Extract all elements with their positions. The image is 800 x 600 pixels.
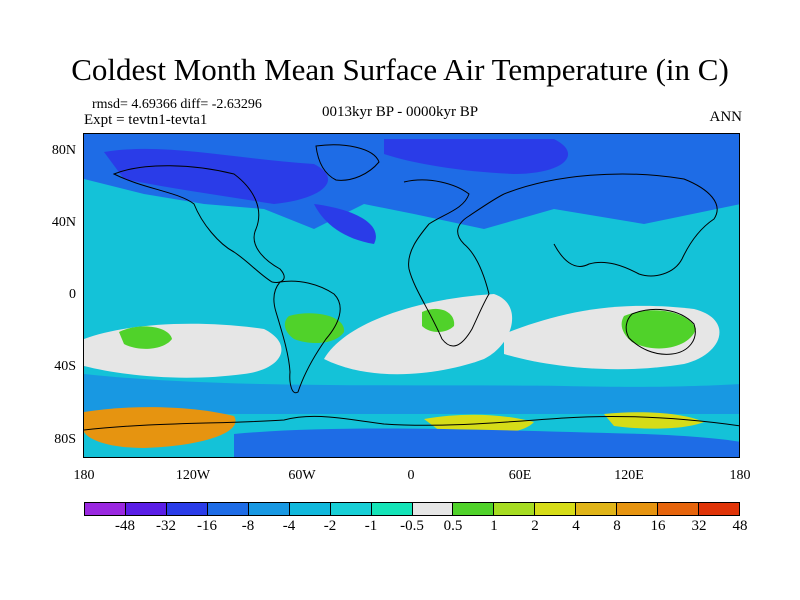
colorbar-swatch (289, 503, 331, 515)
lat-label: 80N (51, 143, 76, 158)
colorbar-swatch (617, 503, 659, 515)
ross-sea-warm (84, 407, 236, 448)
colorbar-label: 32 (691, 518, 707, 534)
lon-label: 180 (73, 468, 95, 483)
europe-africa-coast (403, 179, 505, 347)
south-america-warm (284, 313, 345, 344)
greenland-coast (315, 144, 380, 181)
coastlines (84, 144, 739, 431)
colorbar-swatch (412, 503, 454, 515)
colorbar-label: 1 (490, 518, 498, 534)
colorbar-swatch (85, 503, 126, 515)
map-panel (83, 133, 740, 458)
lon-label: 120W (175, 468, 211, 483)
north-america-coast (112, 165, 285, 283)
colorbar (84, 502, 740, 516)
pacific-warm-patch (119, 326, 172, 349)
south-atlantic-neutral (324, 294, 513, 375)
antarctica-warm (424, 412, 704, 436)
colorbar-swatch (453, 503, 495, 515)
colorbar-swatch (494, 503, 536, 515)
colorbar-label: -1 (364, 518, 378, 534)
south-pacific-neutral (84, 323, 282, 378)
arctic-cold-core (104, 139, 569, 244)
antarctic-interior (234, 428, 739, 457)
temperature-map (84, 134, 739, 457)
colorbar-label: -4 (282, 518, 296, 534)
colorbar-label: -16 (197, 518, 217, 534)
colorbar-swatch (125, 503, 167, 515)
colorbar-swatch (658, 503, 700, 515)
colorbar-label: 16 (650, 518, 666, 534)
season-label: ANN (709, 109, 743, 125)
colorbar-swatch (535, 503, 577, 515)
colorbar-swatch (371, 503, 413, 515)
experiment-label: Expt = tevtn1-tevta1 (84, 112, 208, 128)
lon-label: 0 (407, 468, 415, 483)
asia-coast (503, 173, 718, 277)
lat-label: 40N (51, 215, 76, 230)
colorbar-swatch (248, 503, 290, 515)
australia-warm (621, 310, 696, 349)
colorbar-label: -32 (156, 518, 176, 534)
lat-label: 40S (54, 359, 76, 374)
colorbar-label: 4 (572, 518, 580, 534)
colorbar-swatch (699, 503, 739, 515)
antarctica-coast (84, 415, 739, 431)
lon-label: 60W (288, 468, 316, 483)
colorbar-label: 2 (531, 518, 539, 534)
lon-label: 120E (614, 468, 644, 483)
colorbar-swatch (207, 503, 249, 515)
colorbar-label: -8 (241, 518, 255, 534)
chart-title: Coldest Month Mean Surface Air Temperatu… (71, 52, 729, 87)
south-america-coast (273, 280, 341, 394)
colorbar-swatch (166, 503, 208, 515)
lat-label: 0 (69, 287, 76, 302)
colorbar-swatch (330, 503, 372, 515)
colorbar-label: 0.5 (443, 518, 463, 534)
colorbar-label: 8 (613, 518, 621, 534)
lon-label: 60E (508, 468, 532, 483)
rmsd-diff-stats: rmsd= 4.69366 diff= -2.63296 (92, 97, 262, 112)
colorbar-swatch (576, 503, 618, 515)
lon-label: 180 (729, 468, 751, 483)
southern-ocean-belt (84, 374, 739, 414)
lat-label: 80S (54, 432, 76, 447)
period-label: 0013kyr BP - 0000kyr BP (322, 104, 479, 120)
colorbar-label: -2 (323, 518, 337, 534)
colorbar-label: 48 (732, 518, 748, 534)
colorbar-label: -0.5 (400, 518, 424, 534)
australia-coast (625, 308, 696, 355)
colorbar-label: -48 (115, 518, 135, 534)
